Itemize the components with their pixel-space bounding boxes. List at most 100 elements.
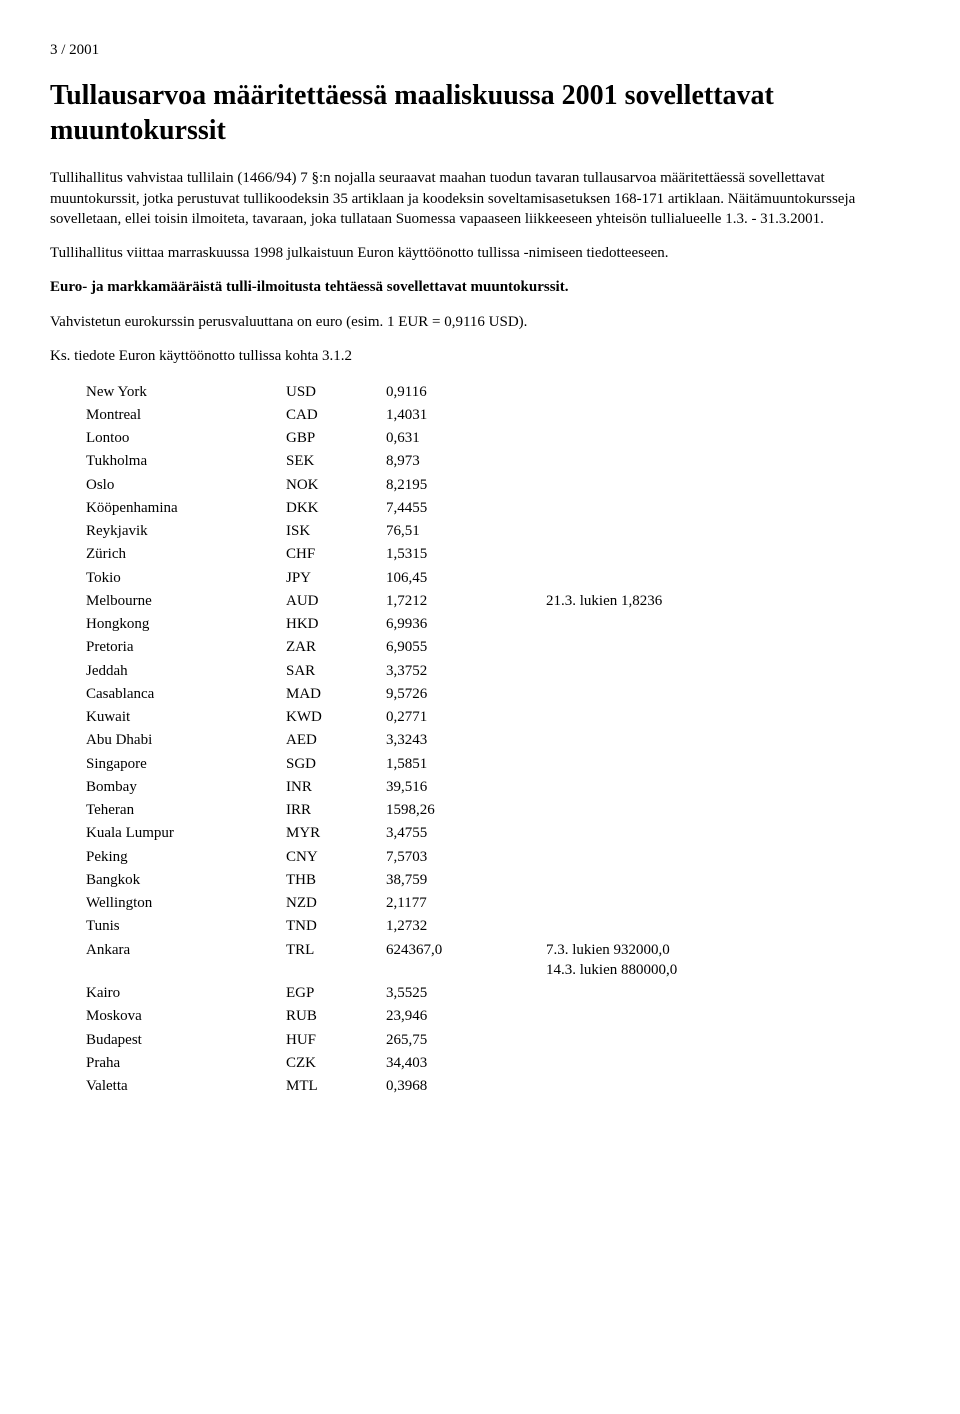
paragraph-intro: Tullihallitus vahvistaa tullilain (1466/… xyxy=(50,168,910,229)
table-row: BangkokTHB38,759 xyxy=(86,868,806,891)
cell-note xyxy=(546,868,806,891)
cell-currency-code: CNY xyxy=(286,845,386,868)
cell-city: Hongkong xyxy=(86,613,286,636)
cell-note xyxy=(546,892,806,915)
cell-rate-value: 2,1177 xyxy=(386,892,546,915)
table-row: TeheranIRR1598,26 xyxy=(86,799,806,822)
cell-city: Abu Dhabi xyxy=(86,729,286,752)
cell-rate-value: 39,516 xyxy=(386,775,546,798)
table-row: KuwaitKWD0,2771 xyxy=(86,706,806,729)
cell-currency-code: NOK xyxy=(286,473,386,496)
cell-city: Kairo xyxy=(86,982,286,1005)
cell-note xyxy=(546,1075,806,1098)
cell-rate-value: 3,3243 xyxy=(386,729,546,752)
cell-city: Reykjavik xyxy=(86,520,286,543)
cell-currency-code: EGP xyxy=(286,982,386,1005)
cell-city: Melbourne xyxy=(86,589,286,612)
cell-note xyxy=(546,682,806,705)
page-header: 3 / 2001 xyxy=(50,40,910,60)
cell-rate-value: 0,2771 xyxy=(386,706,546,729)
cell-rate-value: 8,2195 xyxy=(386,473,546,496)
table-row: MoskovaRUB23,946 xyxy=(86,1005,806,1028)
cell-city: New York xyxy=(86,380,286,403)
paragraph-see-notice: Ks. tiedote Euron käyttöönotto tullissa … xyxy=(50,346,910,366)
cell-note xyxy=(546,706,806,729)
cell-currency-code: CZK xyxy=(286,1051,386,1074)
cell-rate-value: 1,5315 xyxy=(386,543,546,566)
cell-city: Zürich xyxy=(86,543,286,566)
cell-note xyxy=(546,752,806,775)
cell-city: Ankara xyxy=(86,938,286,982)
cell-city: Montreal xyxy=(86,403,286,426)
cell-note xyxy=(546,636,806,659)
cell-currency-code: INR xyxy=(286,775,386,798)
cell-note xyxy=(546,450,806,473)
cell-rate-value: 7,4455 xyxy=(386,496,546,519)
table-row: CasablancaMAD9,5726 xyxy=(86,682,806,705)
cell-note xyxy=(546,1028,806,1051)
table-row: Kuala LumpurMYR3,4755 xyxy=(86,822,806,845)
cell-note xyxy=(546,799,806,822)
table-row: LontooGBP0,631 xyxy=(86,427,806,450)
cell-currency-code: MYR xyxy=(286,822,386,845)
cell-currency-code: DKK xyxy=(286,496,386,519)
cell-city: Kööpenhamina xyxy=(86,496,286,519)
paragraph-base-currency: Vahvistetun eurokurssin perusvaluuttana … xyxy=(50,312,910,332)
table-row: BombayINR39,516 xyxy=(86,775,806,798)
cell-currency-code: SAR xyxy=(286,659,386,682)
cell-city: Moskova xyxy=(86,1005,286,1028)
cell-note xyxy=(546,566,806,589)
cell-city: Jeddah xyxy=(86,659,286,682)
table-row: ReykjavikISK76,51 xyxy=(86,520,806,543)
cell-note xyxy=(546,1051,806,1074)
cell-city: Wellington xyxy=(86,892,286,915)
cell-rate-value: 23,946 xyxy=(386,1005,546,1028)
cell-city: Bangkok xyxy=(86,868,286,891)
cell-city: Valetta xyxy=(86,1075,286,1098)
table-row: HongkongHKD6,9936 xyxy=(86,613,806,636)
cell-note xyxy=(546,845,806,868)
cell-city: Tukholma xyxy=(86,450,286,473)
cell-rate-value: 6,9936 xyxy=(386,613,546,636)
table-row: PekingCNY7,5703 xyxy=(86,845,806,868)
cell-rate-value: 1,7212 xyxy=(386,589,546,612)
cell-city: Casablanca xyxy=(86,682,286,705)
cell-city: Teheran xyxy=(86,799,286,822)
cell-city: Bombay xyxy=(86,775,286,798)
table-row: KairoEGP3,5525 xyxy=(86,982,806,1005)
cell-rate-value: 624367,0 xyxy=(386,938,546,982)
cell-note xyxy=(546,775,806,798)
table-row: OsloNOK8,2195 xyxy=(86,473,806,496)
paragraph-reference: Tullihallitus viittaa marraskuussa 1998 … xyxy=(50,243,910,263)
cell-rate-value: 1598,26 xyxy=(386,799,546,822)
cell-rate-value: 3,3752 xyxy=(386,659,546,682)
cell-rate-value: 0,9116 xyxy=(386,380,546,403)
table-row: MontrealCAD1,4031 xyxy=(86,403,806,426)
cell-currency-code: SGD xyxy=(286,752,386,775)
table-row: Abu DhabiAED3,3243 xyxy=(86,729,806,752)
cell-city: Pretoria xyxy=(86,636,286,659)
cell-rate-value: 3,5525 xyxy=(386,982,546,1005)
cell-rate-value: 76,51 xyxy=(386,520,546,543)
cell-currency-code: SEK xyxy=(286,450,386,473)
cell-note xyxy=(546,520,806,543)
cell-currency-code: MTL xyxy=(286,1075,386,1098)
cell-rate-value: 106,45 xyxy=(386,566,546,589)
cell-note: 7.3. lukien 932000,0 14.3. lukien 880000… xyxy=(546,938,806,982)
table-row: TukholmaSEK8,973 xyxy=(86,450,806,473)
table-row: BudapestHUF265,75 xyxy=(86,1028,806,1051)
cell-currency-code: IRR xyxy=(286,799,386,822)
cell-rate-value: 1,4031 xyxy=(386,403,546,426)
cell-city: Tokio xyxy=(86,566,286,589)
cell-currency-code: AED xyxy=(286,729,386,752)
cell-city: Peking xyxy=(86,845,286,868)
cell-note xyxy=(546,729,806,752)
table-row: KööpenhaminaDKK7,4455 xyxy=(86,496,806,519)
exchange-rate-table: New YorkUSD0,9116MontrealCAD1,4031Lontoo… xyxy=(86,380,806,1098)
cell-note xyxy=(546,473,806,496)
cell-currency-code: TRL xyxy=(286,938,386,982)
cell-currency-code: RUB xyxy=(286,1005,386,1028)
cell-currency-code: TND xyxy=(286,915,386,938)
cell-rate-value: 3,4755 xyxy=(386,822,546,845)
cell-currency-code: CAD xyxy=(286,403,386,426)
